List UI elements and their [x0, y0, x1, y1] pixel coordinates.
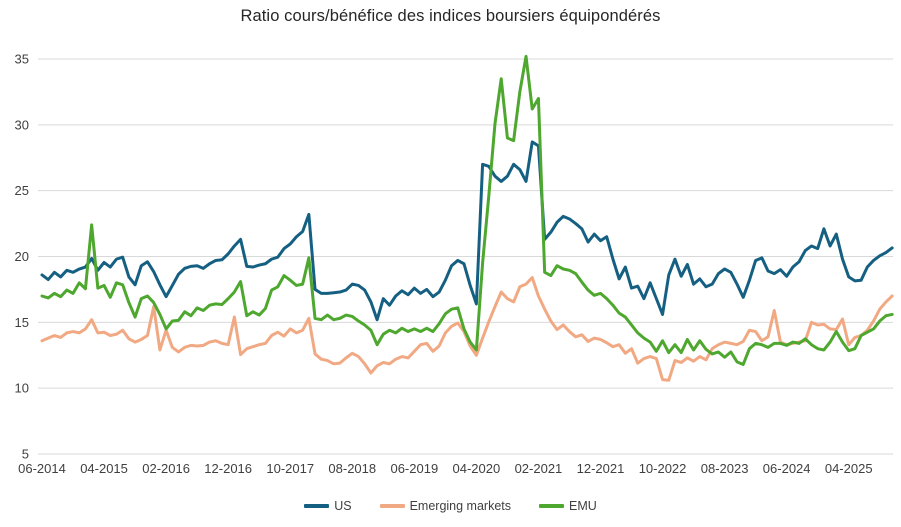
x-axis-label-06-2014: 06-2014 [18, 461, 66, 476]
y-axis-label-25: 25 [15, 183, 29, 198]
x-axis-label-08-2023: 08-2023 [701, 461, 749, 476]
x-axis-label-04-2025: 04-2025 [825, 461, 873, 476]
legend-label-emu: EMU [569, 499, 597, 513]
chart-title: Ratio cours/bénéfice des indices boursie… [240, 7, 661, 25]
x-axis-label-08-2018: 08-2018 [328, 461, 376, 476]
x-axis-label-10-2022: 10-2022 [639, 461, 687, 476]
x-axis-label-10-2017: 10-2017 [266, 461, 314, 476]
y-axis-label-10: 10 [15, 381, 29, 396]
y-axis-label-30: 30 [15, 117, 29, 132]
series-line-us [40, 140, 894, 322]
x-axis-label-06-2024: 06-2024 [763, 461, 811, 476]
legend-item-us: US [304, 499, 352, 513]
x-axis-label-12-2021: 12-2021 [577, 461, 625, 476]
x-axis-label-06-2019: 06-2019 [390, 461, 438, 476]
legend-label-emerging-markets: Emerging markets [409, 499, 512, 513]
x-axis-label-04-2015: 04-2015 [80, 461, 128, 476]
series-line-emu [40, 54, 894, 366]
chart-legend: US Emerging markets EMU [0, 499, 901, 513]
y-axis-label-35: 35 [15, 51, 29, 66]
legend-item-emu: EMU [539, 499, 597, 513]
emerging-markets-line-swatch [379, 504, 405, 508]
x-axis-label-12-2016: 12-2016 [204, 461, 252, 476]
x-axis-label-04-2020: 04-2020 [453, 461, 501, 476]
x-axis-label-02-2016: 02-2016 [142, 461, 190, 476]
y-axis-label-5: 5 [22, 447, 29, 462]
x-axis-label-02-2021: 02-2021 [515, 461, 563, 476]
y-axis-label-20: 20 [15, 249, 29, 264]
y-axis-label-15: 15 [15, 315, 29, 330]
us-line-swatch [304, 504, 330, 508]
legend-label-us: US [334, 499, 352, 513]
emu-line-swatch [539, 504, 565, 508]
legend-item-emerging-markets: Emerging markets [379, 499, 512, 513]
